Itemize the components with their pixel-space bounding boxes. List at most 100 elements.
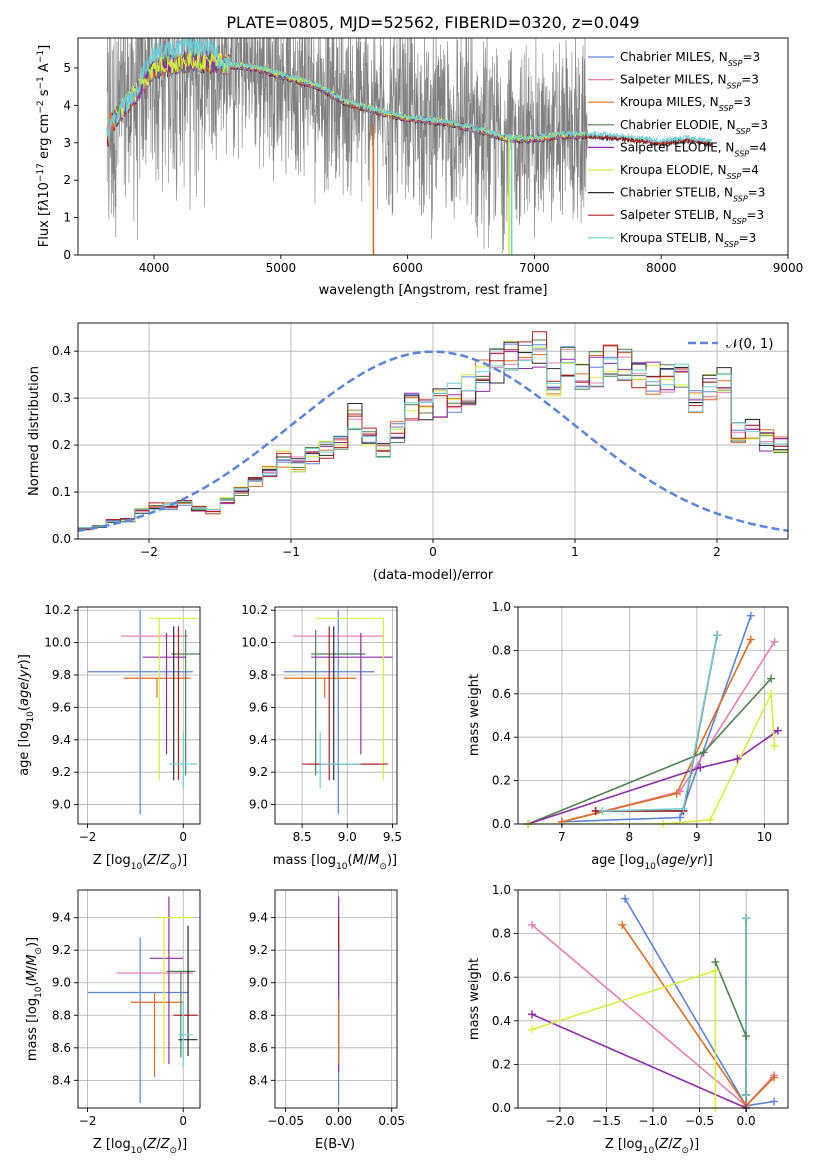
axes-frame — [274, 606, 398, 825]
y-tick-label: 9.4 — [249, 733, 268, 747]
y-tick-label: 0.4 — [52, 344, 71, 358]
residuals-xlabel: (data-model)/error — [373, 568, 494, 583]
axes-frame — [77, 889, 201, 1109]
y-tick-label: 0.8 — [492, 927, 511, 941]
y-tick-label: 10.0 — [241, 636, 268, 650]
x-tick-label: 9000 — [773, 261, 804, 275]
mass-vs-z-marks: −2 0 8.4 8.6 8.8 9.0 9.2 9.4 — [52, 889, 201, 1128]
y-tick-label: 9.0 — [249, 976, 268, 990]
mass-vs-z-ylabel: mass [log10(M/M⊙)] — [25, 937, 44, 1061]
y-tick-label: 0.2 — [492, 1057, 511, 1071]
y-tick-label: 0.8 — [492, 643, 511, 657]
spectrum-ylabel: Flux [fλ10−17 erg cm−2 s−1 A−1] — [36, 45, 52, 247]
residuals-ylabel: Normed distribution — [27, 366, 42, 496]
x-tick-label: 0 — [179, 1114, 187, 1128]
mass-vs-z-xlabel: Z [log10(Z/Z⊙)] — [93, 1137, 187, 1156]
x-tick-label: 0.05 — [378, 1114, 405, 1128]
y-tick-label: 0.6 — [492, 970, 511, 984]
legend-label: Kroupa MILES, NSSP=3 — [620, 95, 751, 113]
y-tick-label: 9.0 — [52, 798, 71, 812]
x-tick-label: 0.00 — [325, 1114, 352, 1128]
weight-line-salpeter-miles — [561, 641, 776, 823]
weight-vs-z-panel: −2.0 −1.5 −1.0 −0.5 0.0 0.0 0.2 0.4 0.6 0.8 1.0 Z … — [467, 883, 789, 1156]
y-tick-label: 9.6 — [249, 700, 268, 714]
x-tick-label: −0.5 — [685, 1114, 714, 1128]
x-tick-label: 9 — [693, 830, 701, 844]
weight-vs-z-xlabel: Z [log10(Z/Z⊙)] — [605, 1137, 699, 1156]
weight-line-kroupa-miles — [621, 924, 775, 1108]
legend-label: Kroupa STELIB, NSSP=3 — [620, 231, 756, 249]
legend-label: Salpeter ELODIE, NSSP=4 — [620, 140, 767, 158]
residuals-marks: −2 −1 0 1 2 0.0 0.1 0.2 0.3 0.4 — [52, 322, 789, 559]
x-tick-label: 2 — [713, 545, 721, 559]
y-tick-label: 9.2 — [249, 943, 268, 957]
x-tick-label: 10 — [757, 830, 772, 844]
plot-area — [527, 615, 779, 824]
gaussian-curve — [78, 350, 788, 533]
x-tick-label: −1 — [282, 545, 300, 559]
y-tick-label: 1.0 — [492, 883, 511, 897]
spectrum-panel: 4000 5000 6000 7000 8000 9000 0 1 2 3 4 5 Chabrier … — [36, 37, 804, 298]
y-tick-label: 3 — [63, 136, 71, 150]
weight-line-salpeter-stelib — [595, 635, 718, 812]
weight-vs-z-marks: −2.0 −1.5 −1.0 −0.5 0.0 0.0 0.2 0.4 0.6 0.8 1.0 — [492, 883, 789, 1128]
y-tick-label: 8.8 — [249, 1008, 268, 1022]
y-tick-label: 9.4 — [249, 911, 268, 925]
y-tick-label: 10.0 — [44, 636, 71, 650]
plot-area — [87, 896, 198, 1104]
age-vs-mass-panel: 8.5 9.0 9.5 9.0 9.2 9.4 9.6 9.8 10.0 10.2 mass [l… — [241, 603, 402, 872]
weight-line-salpeter-elodie — [527, 730, 779, 824]
spectrum-data-line — [106, 38, 588, 254]
histogram-chabrier-elodie — [78, 339, 788, 539]
plot-area — [78, 331, 788, 539]
y-tick-label: 0.0 — [492, 817, 511, 831]
x-tick-label: −0.05 — [267, 1114, 304, 1128]
weight-vs-age-panel: 7 8 9 10 0.0 0.2 0.4 0.6 0.8 1.0 age [log10(age/y… — [467, 600, 789, 872]
mass-vs-z-panel: −2 0 8.4 8.6 8.8 9.0 9.2 9.4 Z [log10(Z/Z⊙)] ma… — [25, 889, 201, 1156]
y-tick-label: 4 — [63, 98, 71, 112]
y-tick-label: 10.2 — [241, 603, 268, 617]
axes-frame — [77, 606, 201, 825]
x-tick-label: 0.0 — [737, 1114, 756, 1128]
legend-label: Salpeter STELIB, NSSP=3 — [620, 208, 764, 226]
weight-line-chabrier-stelib — [595, 635, 718, 812]
plot-area — [284, 610, 393, 815]
x-tick-label: −1.0 — [638, 1114, 667, 1128]
x-tick-label: −1.5 — [592, 1114, 621, 1128]
age-vs-mass-xlabel: mass [log10(M/M⊙)] — [273, 853, 397, 872]
x-tick-label: 4000 — [139, 261, 170, 275]
weight-vs-age-marks: 7 8 9 10 0.0 0.2 0.4 0.6 0.8 1.0 — [492, 600, 789, 844]
y-tick-label: 0.0 — [492, 1101, 511, 1115]
x-tick-label: 9.0 — [338, 830, 357, 844]
y-tick-label: 5 — [63, 61, 71, 75]
weight-line-kroupa-stelib — [602, 635, 718, 812]
x-tick-label: 0 — [179, 830, 187, 844]
x-tick-label: 5000 — [266, 261, 297, 275]
mass-vs-ebv-marks: −0.05 0.00 0.05 8.4 8.6 8.8 9.0 9.2 9.4 — [249, 889, 405, 1128]
axes-frame — [517, 606, 789, 825]
y-tick-label: 0 — [63, 248, 71, 262]
mass-vs-ebv-xlabel: E(B-V) — [315, 1137, 355, 1152]
weight-line-salpeter-elodie — [531, 1013, 747, 1108]
y-tick-label: 1 — [63, 211, 71, 225]
x-tick-label: 7000 — [519, 261, 550, 275]
y-tick-label: 0.6 — [492, 687, 511, 701]
legend-label: Salpeter MILES, NSSP=3 — [620, 73, 759, 91]
weight-vs-age-ylabel: mass weight — [467, 674, 482, 756]
age-vs-z-ylabel: age [log10(age/yr)] — [17, 654, 36, 776]
y-tick-label: 0.2 — [492, 774, 511, 788]
x-tick-label: −2 — [140, 545, 158, 559]
y-tick-label: 9.6 — [52, 700, 71, 714]
y-tick-label: 2 — [63, 173, 71, 187]
spectrum-legend: Chabrier MILES, NSSP=3 Salpeter MILES, NS… — [588, 50, 768, 248]
residuals-legend: 𝒩(0, 1) — [688, 337, 773, 352]
y-tick-label: 9.0 — [249, 798, 268, 812]
residuals-panel: −2 −1 0 1 2 0.0 0.1 0.2 0.3 0.4 𝒩(0, 1) (data-mod… — [27, 322, 789, 583]
plot-area — [106, 38, 713, 255]
y-tick-label: 8.8 — [52, 1008, 71, 1022]
y-tick-label: 8.6 — [249, 1041, 268, 1055]
figure-title: PLATE=0805, MJD=52562, FIBERID=0320, z=0… — [226, 13, 639, 32]
weight-line-chabrier-miles — [561, 615, 752, 823]
y-tick-label: 9.2 — [52, 765, 71, 779]
